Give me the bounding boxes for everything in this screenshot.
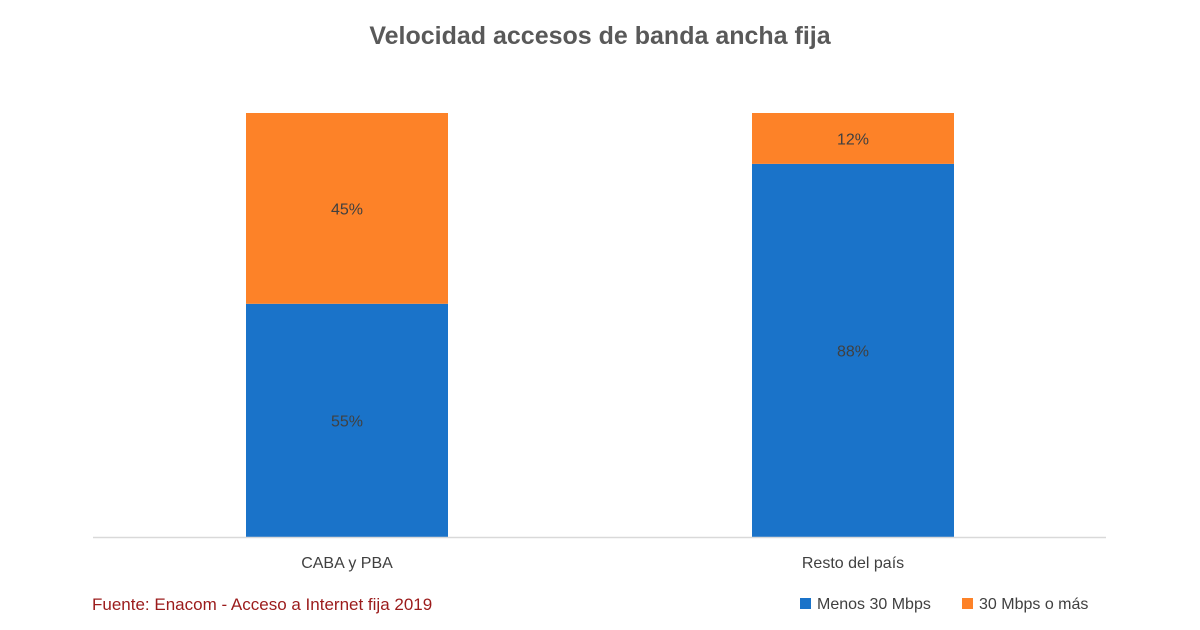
legend-swatch-1 bbox=[800, 598, 811, 609]
data-label-1-series-2: 45% bbox=[331, 201, 363, 218]
data-label-2-series-1: 88% bbox=[837, 343, 869, 360]
bar-1-series-1 bbox=[246, 303, 448, 537]
x-tick-label: Resto del país bbox=[802, 555, 904, 572]
legend: Menos 30 Mbps 30 Mbps o más bbox=[800, 596, 1088, 613]
legend-label-1: Menos 30 Mbps bbox=[817, 596, 931, 613]
legend-label-2: 30 Mbps o más bbox=[979, 596, 1088, 613]
bar-2-series-1 bbox=[752, 163, 954, 537]
data-labels-group: 55% 45% 88% 12% bbox=[331, 131, 869, 430]
source-note: Fuente: Enacom - Acceso a Internet fija … bbox=[92, 595, 432, 614]
data-label-2-series-2: 12% bbox=[837, 131, 869, 148]
x-tick-labels-group: CABA y PBA Resto del país bbox=[301, 555, 904, 572]
bars-group bbox=[246, 113, 954, 537]
chart-title: Velocidad accesos de banda ancha fija bbox=[369, 22, 831, 50]
data-label-1-series-1: 55% bbox=[331, 413, 363, 430]
bar-1-series-2 bbox=[246, 113, 448, 304]
legend-swatch-2 bbox=[962, 598, 973, 609]
x-tick-label: CABA y PBA bbox=[301, 555, 393, 572]
bar-2-series-2 bbox=[752, 113, 954, 164]
